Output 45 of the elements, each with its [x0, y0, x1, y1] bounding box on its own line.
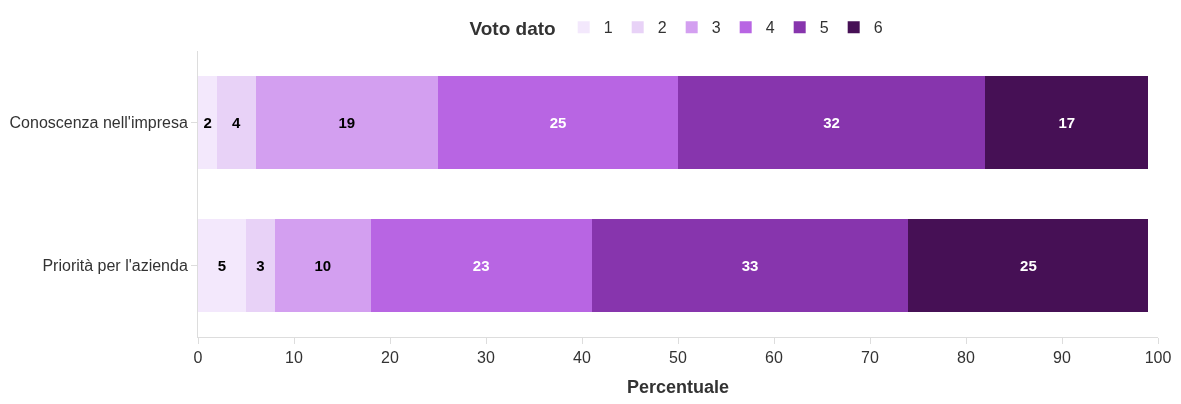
x-tick-label: 50: [669, 349, 687, 367]
data-label: 25: [1020, 257, 1037, 275]
legend-label: 2: [657, 19, 667, 37]
bar: [370, 219, 592, 312]
x-tick-label: 60: [765, 349, 783, 367]
legend-title: Voto dato: [469, 17, 556, 39]
data-label: 25: [549, 114, 567, 132]
data-label: 17: [1058, 114, 1076, 132]
legend-label: 1: [603, 19, 613, 37]
x-tick-label: 80: [957, 349, 975, 367]
legend-label: 6: [873, 19, 883, 37]
x-tick-label: 100: [1144, 349, 1172, 367]
bar: [591, 219, 909, 312]
data-label: 10: [314, 257, 332, 275]
data-label: 2: [203, 114, 212, 132]
data-label: 33: [741, 257, 759, 275]
x-axis-title: Percentuale: [626, 377, 730, 398]
bar: [985, 76, 1149, 169]
x-tick-label: 40: [573, 349, 591, 367]
bar: [274, 219, 371, 312]
x-tick-label: 70: [861, 349, 879, 367]
bar: [678, 76, 986, 169]
legend-label: 3: [711, 19, 721, 37]
data-label: 19: [338, 114, 356, 132]
bar: [908, 219, 1149, 312]
legend-label: 5: [819, 19, 829, 37]
data-label: 3: [256, 257, 265, 275]
bar: [438, 76, 678, 169]
y-tick-label: Conoscenza nell'impresa: [9, 114, 188, 132]
x-tick-label: 0: [193, 349, 203, 367]
legend-label: 4: [765, 19, 775, 37]
bar: [217, 76, 256, 169]
data-label: 32: [823, 114, 840, 132]
x-tick-label: 10: [285, 349, 303, 367]
bar: [246, 219, 275, 312]
y-tick-label: Priorità per l'azienda: [42, 257, 188, 275]
data-label: 5: [217, 257, 227, 275]
bar: [198, 219, 246, 312]
x-tick-label: 30: [477, 349, 495, 367]
data-label: 4: [231, 114, 241, 132]
bar: [255, 76, 438, 169]
x-tick-label: 90: [1053, 349, 1071, 367]
x-tick-label: 20: [381, 349, 399, 367]
bar: [198, 76, 218, 169]
data-label: 23: [472, 257, 490, 275]
